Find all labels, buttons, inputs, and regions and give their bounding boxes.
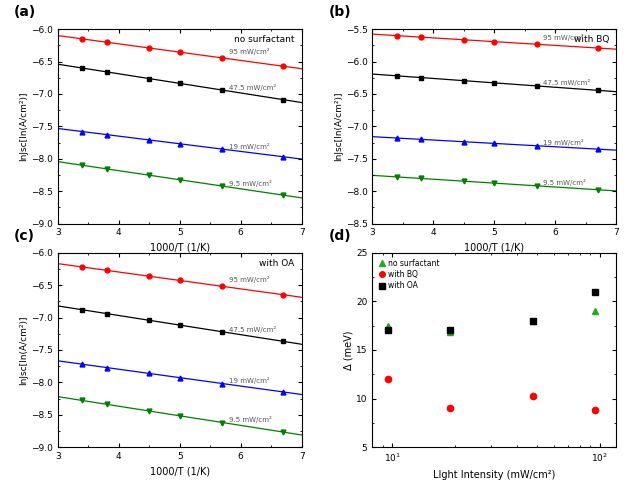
- Legend: no surfactant, with BQ, with OA: no surfactant, with BQ, with OA: [376, 257, 442, 293]
- Y-axis label: lnJsc[ln(A/cm²)]: lnJsc[ln(A/cm²)]: [19, 315, 28, 385]
- Text: (a): (a): [14, 5, 36, 19]
- Text: 9.5 mW/cm²: 9.5 mW/cm²: [229, 180, 272, 187]
- Y-axis label: Δ (meV): Δ (meV): [343, 330, 353, 370]
- Text: 9.5 mW/cm²: 9.5 mW/cm²: [543, 179, 586, 186]
- Text: 95 mW/cm²: 95 mW/cm²: [229, 48, 269, 55]
- Text: with BQ: with BQ: [573, 35, 609, 44]
- Text: 47.5 mW/cm²: 47.5 mW/cm²: [543, 79, 591, 87]
- Text: 47.5 mW/cm²: 47.5 mW/cm²: [229, 84, 276, 91]
- Text: 95 mW/cm²: 95 mW/cm²: [229, 277, 269, 283]
- Y-axis label: lnJsc[ln(A/cm²)]: lnJsc[ln(A/cm²)]: [19, 91, 28, 161]
- Text: 19 mW/cm²: 19 mW/cm²: [229, 143, 269, 150]
- Text: with OA: with OA: [259, 259, 295, 268]
- Text: 9.5 mW/cm²: 9.5 mW/cm²: [229, 417, 272, 423]
- X-axis label: 1000/T (1/K): 1000/T (1/K): [150, 467, 210, 477]
- Text: 19 mW/cm²: 19 mW/cm²: [229, 378, 269, 384]
- Text: 95 mW/cm²: 95 mW/cm²: [543, 34, 584, 41]
- Y-axis label: lnJsc[ln(A/cm²)]: lnJsc[ln(A/cm²)]: [334, 91, 343, 161]
- Text: 47.5 mW/cm²: 47.5 mW/cm²: [229, 326, 276, 333]
- X-axis label: 1000/T (1/K): 1000/T (1/K): [150, 243, 210, 253]
- Text: (b): (b): [329, 5, 351, 19]
- Text: 19 mW/cm²: 19 mW/cm²: [543, 139, 584, 146]
- Text: (d): (d): [329, 229, 351, 243]
- X-axis label: LIght Intensity (mW/cm²): LIght Intensity (mW/cm²): [433, 470, 555, 480]
- Text: no surfactant: no surfactant: [234, 35, 295, 44]
- Text: (c): (c): [14, 229, 35, 243]
- X-axis label: 1000/T (1/K): 1000/T (1/K): [464, 243, 525, 253]
